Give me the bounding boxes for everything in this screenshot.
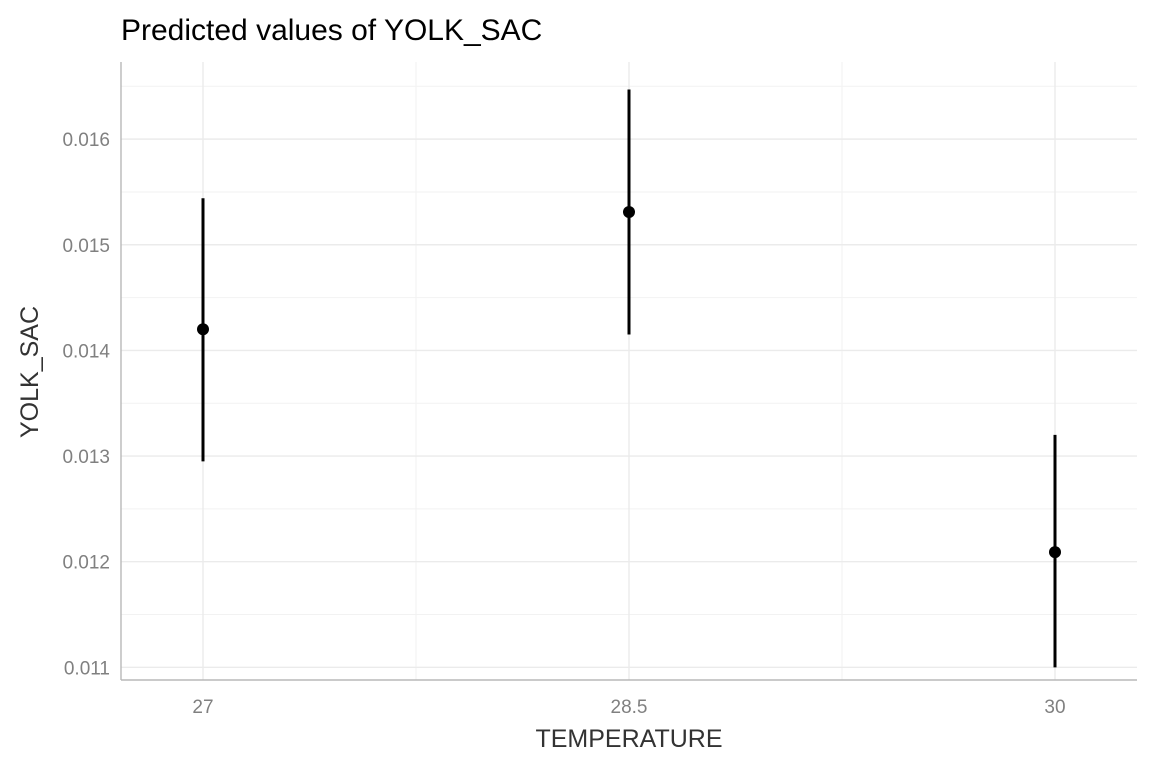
x-tick-label: 28.5: [611, 697, 648, 718]
y-tick-label: 0.012: [62, 553, 110, 574]
y-axis-title: YOLK_SAC: [16, 306, 44, 438]
y-tick-label: 0.015: [62, 236, 110, 257]
y-tick-label: 0.014: [62, 341, 110, 362]
y-tick-label: 0.016: [62, 130, 110, 151]
x-axis-title: TEMPERATURE: [535, 725, 722, 753]
data-point: [197, 323, 209, 336]
data-point: [623, 206, 635, 219]
plot-area: 0.011 0.012 0.013 0.014 0.015 0.016 27 28.5 30: [62, 62, 1137, 718]
y-tick-label: 0.011: [64, 658, 110, 679]
chart-title: Predicted values of YOLK_SAC: [121, 14, 542, 47]
y-tick-label: 0.013: [62, 447, 110, 468]
data-point: [1049, 546, 1061, 559]
x-tick-label: 27: [192, 697, 213, 718]
x-tick-label: 30: [1044, 697, 1065, 718]
